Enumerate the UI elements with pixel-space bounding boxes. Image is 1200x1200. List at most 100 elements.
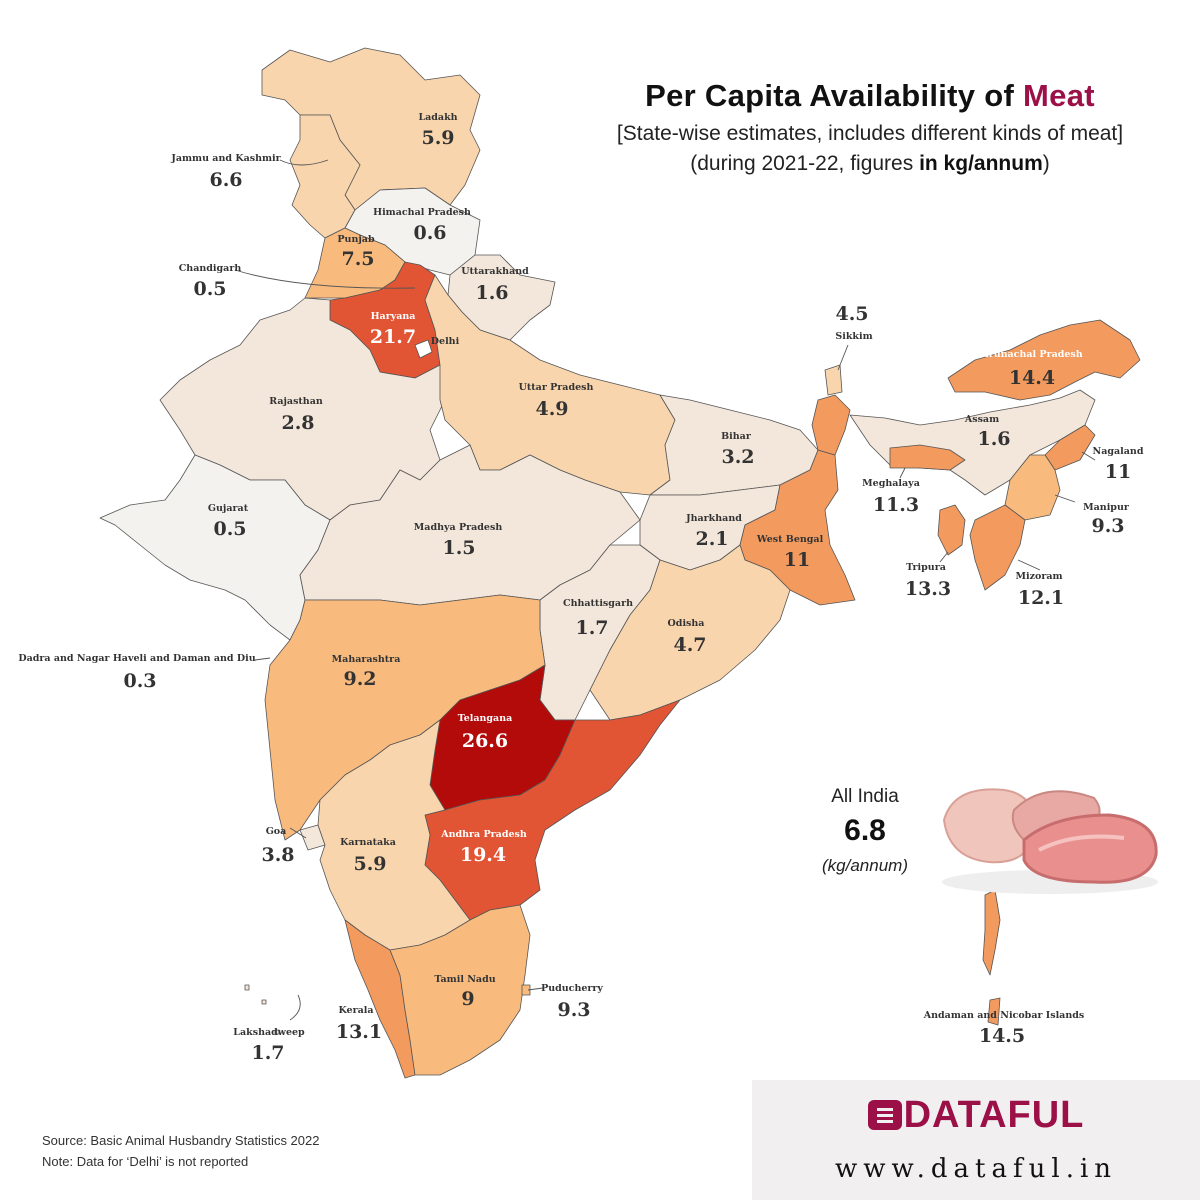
label-gujarat-value: 0.5	[213, 518, 247, 540]
label-goa-name: Goa	[265, 826, 287, 837]
region-delhi	[414, 339, 433, 359]
all-india-summary: All India 6.8 (kg/annum)	[800, 786, 930, 876]
chart-period: (during 2021-22, figures in kg/annum)	[560, 152, 1180, 176]
region-tn	[389, 904, 531, 1076]
source-text: Basic Animal Husbandry Statistics 2022	[86, 1133, 320, 1148]
label-nagaland-value: 11	[1104, 461, 1132, 483]
source-label: Source:	[42, 1133, 87, 1148]
label-maharashtra-value: 9.2	[343, 668, 377, 690]
label-bihar-name: Bihar	[721, 431, 751, 442]
label-lakshadweep-value: 1.7	[251, 1042, 285, 1064]
label-odisha-value: 4.7	[673, 634, 707, 656]
label-haryana-name: Haryana	[370, 311, 416, 322]
leader-dnh	[254, 657, 271, 661]
label-tn-value: 9	[461, 988, 475, 1010]
meat-image	[942, 788, 1158, 894]
chart-subtitle: [State-wise estimates, includes differen…	[616, 122, 1124, 145]
region-lakshadweep	[244, 984, 280, 1035]
note-line: Note: Data for ‘Delhi’ is not reported	[42, 1151, 319, 1172]
label-gujarat-name: Gujarat	[207, 503, 249, 514]
label-delhi-name: Delhi	[430, 336, 460, 347]
leader-manipur	[1054, 494, 1076, 503]
label-ap-name: Andhra Pradesh	[441, 829, 527, 840]
region-gujarat	[99, 454, 331, 641]
label-meghalaya-name: Meghalaya	[862, 478, 920, 489]
all-india-label: All India	[831, 786, 899, 807]
label-up-name: Uttar Pradesh	[518, 382, 594, 393]
all-india-value: 6.8	[844, 814, 886, 847]
label-haryana-value: 21.7	[369, 326, 417, 348]
label-ap-value: 19.4	[459, 844, 507, 866]
region-odisha	[589, 544, 791, 721]
label-jharkhand-value: 2.1	[695, 528, 729, 550]
label-jk-value: 6.6	[209, 169, 243, 191]
label-mizoram-value: 12.1	[1017, 587, 1065, 609]
period-suffix: )	[1042, 152, 1050, 175]
dataful-logo-icon	[867, 1100, 902, 1130]
label-ladakh-name: Ladakh	[418, 112, 458, 123]
label-maharashtra-name: Maharashtra	[331, 654, 401, 665]
label-jk-name: Jammu and Kashmir	[171, 153, 281, 164]
label-dnh-name: Dadra and Nagar Haveli and Daman and Diu	[18, 653, 256, 664]
label-mp-value: 1.5	[442, 537, 476, 559]
label-mp-name: Madhya Pradesh	[413, 522, 503, 533]
label-arunachal-name: Arunachal Pradesh	[981, 349, 1083, 360]
label-wb-value: 11	[783, 549, 811, 571]
label-andaman-value: 14.5	[978, 1025, 1026, 1047]
label-rajasthan-value: 2.8	[281, 412, 315, 434]
label-uttarakhand-value: 1.6	[475, 282, 509, 304]
region-puducherry	[521, 984, 531, 996]
label-bihar-value: 3.2	[721, 446, 755, 468]
label-manipur-name: Manipur	[1083, 502, 1129, 513]
region-up	[424, 274, 676, 496]
note-text: Data for ‘Delhi’ is not reported	[73, 1154, 249, 1169]
brand-box: DATAFUL www.dataful.in	[752, 1080, 1200, 1200]
label-goa-value: 3.8	[261, 844, 295, 866]
label-lakshadweep-name: Lakshadweep	[233, 1027, 305, 1038]
label-arunachal-value: 14.4	[1008, 367, 1056, 389]
label-karnataka-value: 5.9	[353, 853, 387, 875]
label-chandigarh-value: 0.5	[193, 278, 227, 300]
period-unit: in kg/annum	[919, 152, 1043, 175]
brand-name: DATAFUL	[903, 1094, 1085, 1136]
leader-meghalaya	[899, 467, 906, 479]
label-uttarakhand-name: Uttarakhand	[461, 266, 529, 277]
label-chhattisgarh-value: 1.7	[575, 617, 609, 639]
label-tn-name: Tamil Nadu	[434, 974, 496, 985]
region-meghalaya	[889, 444, 966, 471]
label-sikkim-value: 4.5	[835, 303, 869, 325]
label-puducherry-value: 9.3	[557, 999, 591, 1021]
title-block: Per Capita Availability of Meat [State-w…	[560, 78, 1180, 176]
title-accent: Meat	[1023, 78, 1095, 113]
region-tripura	[937, 504, 966, 556]
all-india-unit: (kg/annum)	[822, 856, 908, 875]
region-andaman	[982, 889, 1001, 976]
label-kerala-name: Kerala	[338, 1005, 374, 1016]
label-assam-value: 1.6	[977, 428, 1011, 450]
brand-url: www.dataful.in	[834, 1154, 1118, 1184]
label-puducherry-name: Puducherry	[541, 983, 603, 994]
label-hp-name: Himachal Pradesh	[373, 207, 471, 218]
label-sikkim-name: Sikkim	[835, 331, 873, 342]
source-note: Source: Basic Animal Husbandry Statistic…	[42, 1130, 319, 1172]
label-odisha-name: Odisha	[667, 618, 705, 629]
label-telangana-name: Telangana	[457, 713, 513, 724]
label-kerala-value: 13.1	[335, 1021, 383, 1043]
label-jharkhand-name: Jharkhand	[686, 513, 742, 524]
label-mizoram-name: Mizoram	[1015, 571, 1063, 582]
label-telangana-value: 26.6	[461, 730, 509, 752]
region-sikkim	[824, 364, 843, 396]
label-dnh-value: 0.3	[123, 670, 157, 692]
label-wb-name: West Bengal	[756, 534, 824, 545]
title-prefix: Per Capita Availability of	[645, 78, 1024, 113]
leader-jk	[279, 159, 329, 166]
period-prefix: (during 2021-22, figures	[690, 152, 920, 175]
region-karnataka	[317, 719, 471, 951]
chart-title: Per Capita Availability of Meat	[560, 78, 1180, 114]
label-ladakh-value: 5.9	[421, 127, 455, 149]
region-arunachal	[947, 319, 1141, 401]
leader-lakshadweep	[289, 994, 301, 1021]
region-andaman-south	[987, 997, 1001, 1026]
region-mizoram	[969, 504, 1026, 591]
